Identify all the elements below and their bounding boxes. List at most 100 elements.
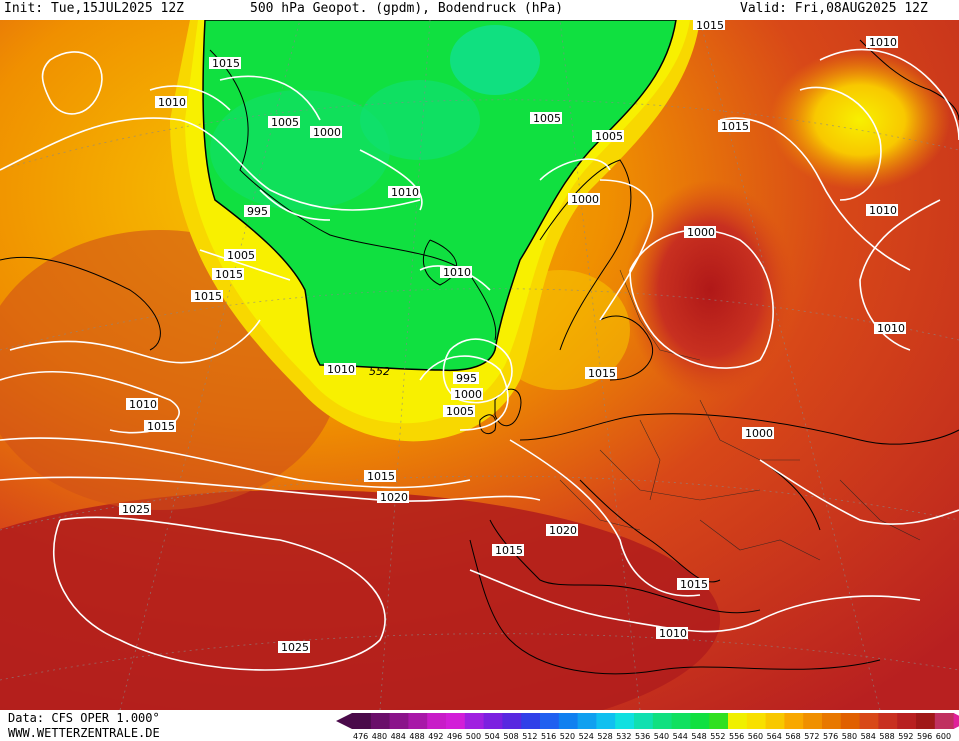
colorbar-swatch [803,713,823,729]
colorbar-swatch [558,713,579,729]
isobar-label: 1010 [866,36,898,49]
svg-text:1010: 1010 [869,204,897,217]
colorbar-swatch [389,713,409,729]
low-core-west [210,90,390,210]
low-core-center [360,80,480,160]
low-core-north [450,25,540,95]
colorbar: 476 480 484 488 492 496 500 504 508 512 516 520 524 5… [336,713,959,741]
colorbar-tick-label: 600 [936,732,951,741]
isobar-label: 1000 [451,388,483,401]
colorbar-tick-label: 476 [353,732,368,741]
colorbar-swatch [483,713,503,729]
isobar-label: 1025 [119,503,151,516]
svg-text:1015: 1015 [367,470,395,483]
country-borders [559,269,921,561]
colorbar-tick-label: 544 [673,732,688,741]
isobar-label: 1020 [546,524,578,537]
svg-text:1010: 1010 [129,398,157,411]
colorbar-tick-label: 596 [917,732,932,741]
isobar-label: 1010 [874,322,906,335]
svg-text:1005: 1005 [595,130,623,143]
init-time: Init: Tue,15JUL2025 12Z [4,1,185,16]
colorbar-tick-label: 560 [748,732,763,741]
colorbar-swatch [878,713,898,729]
svg-text:552: 552 [369,365,390,378]
colorbar-swatch [502,713,522,729]
colorbar-swatch [934,713,955,729]
colorbar-tick-label: 548 [691,732,706,741]
svg-text:995: 995 [247,205,268,218]
svg-text:1025: 1025 [281,641,309,654]
svg-text:1015: 1015 [495,544,523,557]
isobar-label: 1010 [155,96,187,109]
colorbar-swatch [427,713,447,729]
isobar-label: 1005 [443,405,475,418]
isobar-label: 1010 [388,186,420,199]
svg-text:1015: 1015 [215,268,243,281]
northeast-yellow-field [770,50,950,190]
colorbar-tick-label: 504 [485,732,500,741]
colorbar-right-arrow [953,713,959,729]
colorbar-swatch [370,713,391,729]
colorbar-tick-label: 496 [447,732,462,741]
svg-text:1010: 1010 [877,322,905,335]
isobar-label: 552 [369,365,390,378]
svg-text:1010: 1010 [391,186,419,199]
colorbar-swatch [690,713,710,729]
isobar-label: 1010 [440,266,472,279]
colorbar-swatch [652,713,673,729]
svg-text:1015: 1015 [721,120,749,133]
colorbar-tick-label: 524 [579,732,594,741]
colorbar-tick-label: 520 [560,732,575,741]
colorbar-swatch [577,713,597,729]
isobar-label: 995 [453,372,479,385]
colorbar-tick-label: 492 [428,732,443,741]
southern-high-field [0,490,720,710]
colorbar-tick-label: 556 [729,732,744,741]
svg-text:1015: 1015 [212,57,240,70]
svg-text:1005: 1005 [533,112,561,125]
svg-text:1025: 1025 [122,503,150,516]
weather-map: 1015 1015 1010 1010 1005 1000 995 1010 1… [0,20,959,710]
colorbar-tick-label: 540 [654,732,669,741]
svg-text:1015: 1015 [588,367,616,380]
svg-text:1005: 1005 [446,405,474,418]
svg-text:1010: 1010 [327,363,355,376]
colorbar-swatch [634,713,654,729]
colorbar-swatch [446,713,466,729]
isobars [0,48,959,671]
isobar-label: 1000 [742,427,774,440]
isobar-label: 1020 [377,491,409,504]
svg-text:1020: 1020 [549,524,577,537]
colorbar-tick-label: 580 [842,732,857,741]
svg-text:1020: 1020 [380,491,408,504]
colorbar-swatch [784,713,804,729]
isobar-label: 1015 [693,20,725,32]
colorbar-swatch [840,713,861,729]
valid-time: Valid: Fri,08AUG2025 12Z [740,1,928,16]
colorbar-tick-label: 484 [391,732,406,741]
svg-text:1015: 1015 [680,578,708,591]
data-source: Data: CFS OPER 1.000° [8,711,160,725]
colorbar-tick-label: 532 [616,732,631,741]
chart-title: 500 hPa Geopot. (gpdm), Bodendruck (hPa) [250,1,564,16]
colorbar-tick-label: 552 [710,732,725,741]
isobar-label-group: 1015 1015 1010 1010 1005 1000 995 1010 1… [119,20,906,654]
svg-text:1000: 1000 [745,427,773,440]
colorbar-swatch [352,713,372,729]
isobar-label: 1015 [191,290,223,303]
svg-text:995: 995 [456,372,477,385]
svg-text:1000: 1000 [687,226,715,239]
isobar-label: 1015 [677,578,709,591]
colorbar-swatch [916,713,936,729]
colorbar-swatch [765,713,785,729]
colorbar-tick-label: 528 [597,732,612,741]
isobar-label: 1000 [684,226,716,239]
colorbar-swatch [859,713,879,729]
colorbar-tick-label: 564 [767,732,782,741]
colorbar-tick-label: 576 [823,732,838,741]
isobar-label: 1010 [126,398,158,411]
isobar-label: 1005 [268,116,300,129]
svg-text:1000: 1000 [571,193,599,206]
colorbar-tick-label: 568 [785,732,800,741]
